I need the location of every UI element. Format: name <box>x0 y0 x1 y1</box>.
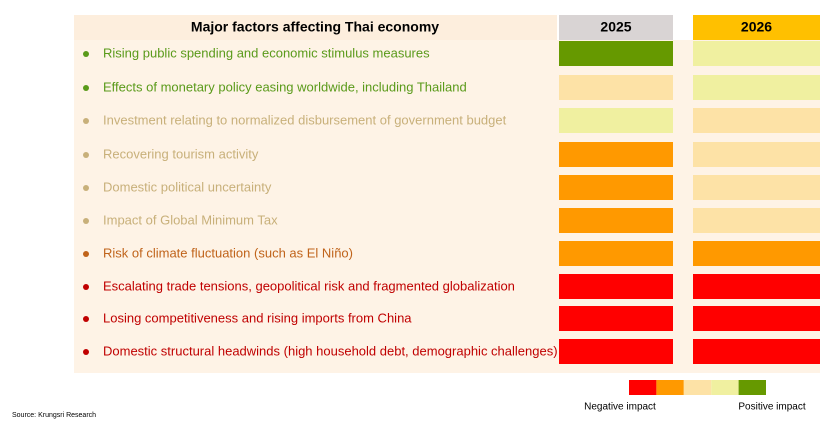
title-cell <box>74 15 557 40</box>
row-label: Investment relating to normalized disbur… <box>103 112 507 127</box>
bullet <box>83 152 89 158</box>
bullet <box>83 185 89 191</box>
bullet <box>83 349 89 355</box>
impact-cell <box>559 208 673 233</box>
row-label: Escalating trade tensions, geopolitical … <box>103 278 515 293</box>
bullet <box>83 85 89 91</box>
legend-swatch <box>683 380 712 395</box>
impact-cell <box>693 306 820 331</box>
bullet <box>83 51 89 57</box>
legend-swatch <box>711 380 739 395</box>
bullet <box>83 118 89 124</box>
bullet <box>83 316 89 322</box>
legend-swatch <box>629 380 657 395</box>
column-header-cell <box>559 15 673 40</box>
impact-cell <box>693 339 820 364</box>
impact-cell <box>559 339 673 364</box>
impact-cell <box>693 208 820 233</box>
impact-cell <box>693 108 820 133</box>
impact-cell <box>559 142 673 167</box>
impact-cell <box>559 75 673 100</box>
impact-cell <box>559 274 673 299</box>
column-header: 2026 <box>741 19 772 35</box>
row-label: Domestic structural headwinds (high hous… <box>103 343 558 358</box>
bullet <box>83 251 89 257</box>
column-header: 2025 <box>600 19 631 35</box>
impact-cell <box>559 108 673 133</box>
row-label: Effects of monetary policy easing worldw… <box>103 79 467 94</box>
legend-positive: Positive impact <box>738 402 805 413</box>
bullet <box>83 218 89 224</box>
impact-cell <box>693 241 820 266</box>
row-label: Recovering tourism activity <box>103 146 259 161</box>
impact-cell <box>559 241 673 266</box>
row-label: Losing competitiveness and rising import… <box>103 310 412 325</box>
impact-cell <box>693 41 820 66</box>
row-label: Rising public spending and economic stim… <box>103 45 430 60</box>
legend-swatch <box>738 380 766 395</box>
impact-cell <box>693 175 820 200</box>
row-label: Risk of climate fluctuation (such as El … <box>103 245 353 260</box>
impact-cell <box>559 175 673 200</box>
impact-cell <box>693 75 820 100</box>
impact-cell <box>693 274 820 299</box>
legend-swatch <box>656 380 684 395</box>
impact-cell <box>559 41 673 66</box>
source: Source: Krungsri Research <box>12 412 96 419</box>
table-title: Major factors affecting Thai economy <box>191 19 439 35</box>
row-label: Impact of Global Minimum Tax <box>103 212 278 227</box>
row-label: Domestic political uncertainty <box>103 179 272 194</box>
impact-cell <box>559 306 673 331</box>
impact-cell <box>693 142 820 167</box>
bullet <box>83 284 89 290</box>
legend-negative: Negative impact <box>584 402 656 413</box>
column-header-cell <box>693 15 820 40</box>
